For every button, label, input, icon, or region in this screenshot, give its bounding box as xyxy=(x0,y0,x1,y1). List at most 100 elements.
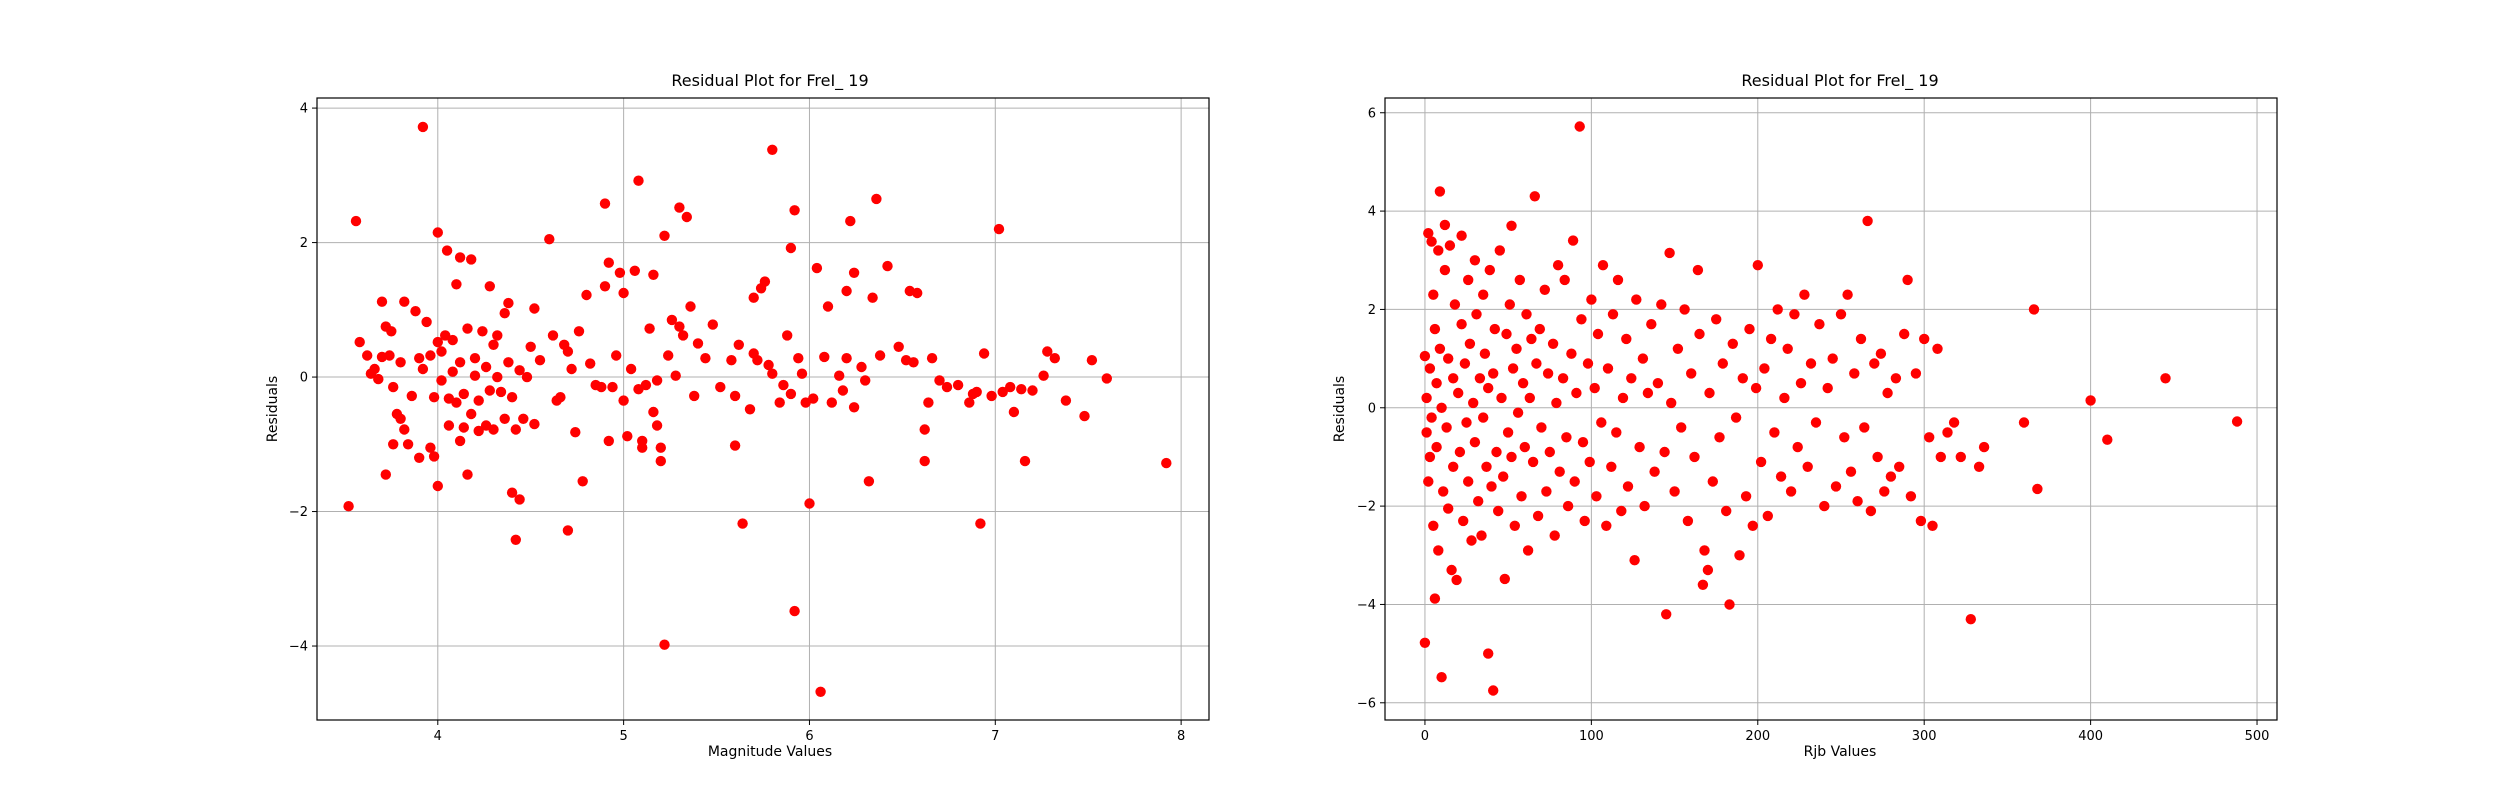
right-data-point xyxy=(1955,451,1967,463)
right-data-point xyxy=(1879,486,1890,497)
right-data-point xyxy=(1649,466,1660,477)
left-data-point xyxy=(547,330,559,341)
left-data-point xyxy=(440,330,451,341)
left-ticks: 4 5 6 7 8 −4 −2 0 2 4 xyxy=(289,102,1185,744)
right-data-point xyxy=(1802,461,1813,472)
right-data-point xyxy=(1750,382,1762,394)
right-data-point xyxy=(1869,358,1880,369)
right-data-point xyxy=(1451,574,1462,586)
right-data-point xyxy=(1664,247,1675,259)
left-data-point xyxy=(376,296,388,307)
left-data-point xyxy=(414,353,425,364)
right-data-point xyxy=(1444,240,1456,251)
right-data-point xyxy=(1436,672,1447,683)
right-data-point xyxy=(1484,264,1496,276)
left-data-point xyxy=(737,518,748,529)
right-data-point xyxy=(1652,378,1664,389)
right-data-point xyxy=(1899,328,1910,340)
right-data-point xyxy=(1819,500,1830,512)
right-data-point xyxy=(1448,373,1459,384)
right-x-tick-label: 500 xyxy=(2245,729,2270,744)
left-data-point xyxy=(417,121,429,133)
right-data-point xyxy=(1483,648,1494,659)
right-y-tick-label: −4 xyxy=(1357,598,1376,613)
right-data-point xyxy=(1541,486,1552,497)
left-data-point xyxy=(414,452,425,463)
left-data-point xyxy=(462,469,473,480)
right-data-point xyxy=(1463,274,1474,286)
left-data-point xyxy=(848,267,860,278)
right-data-point xyxy=(1890,373,1902,384)
left-data-point xyxy=(1161,457,1172,469)
left-data-point xyxy=(436,375,447,386)
left-data-point xyxy=(618,287,629,299)
left-data-point xyxy=(789,205,800,216)
left-data-point xyxy=(454,357,466,368)
right-data-point xyxy=(1539,284,1551,295)
right-data-point xyxy=(1542,368,1554,379)
right-data-point xyxy=(2028,304,2040,315)
left-data-point xyxy=(919,455,930,467)
right-data-point xyxy=(1782,343,1793,354)
left-data-point xyxy=(599,198,611,209)
left-data-point xyxy=(912,287,923,299)
left-data-point xyxy=(607,381,618,393)
left-data-point xyxy=(707,319,718,330)
left-x-tick-label: 5 xyxy=(619,729,627,744)
left-data-point xyxy=(492,371,503,383)
right-data-point xyxy=(1905,491,1917,502)
left-data-point xyxy=(402,439,414,450)
left-data-point xyxy=(674,321,685,332)
right-data-point xyxy=(1521,309,1532,320)
right-data-point xyxy=(1617,392,1629,404)
left-data-point xyxy=(510,424,521,435)
left-data-point xyxy=(432,480,443,492)
right-data-point xyxy=(1865,505,1877,517)
right-data-point xyxy=(1519,441,1531,453)
left-data-point xyxy=(521,371,533,383)
right-data-point xyxy=(1458,515,1469,527)
left-data-point xyxy=(648,406,659,418)
left-data-point xyxy=(484,281,495,292)
right-data-point xyxy=(1978,441,1990,453)
left-data-point xyxy=(373,373,384,385)
right-data-point xyxy=(1942,427,1953,438)
right-data-point xyxy=(1438,486,1449,497)
right-data-point xyxy=(1544,446,1556,458)
left-y-tick-label: −4 xyxy=(289,640,308,655)
right-data-point xyxy=(1872,451,1883,463)
left-residual-plot: Residual Plot for FreI_ 19 Magnitude Val… xyxy=(265,71,1210,760)
left-data-point xyxy=(871,193,882,205)
left-data-point xyxy=(488,339,499,350)
left-data-point xyxy=(1042,346,1053,357)
left-data-point xyxy=(997,386,1008,398)
left-data-point xyxy=(354,336,365,348)
left-data-point xyxy=(380,469,391,480)
right-data-point xyxy=(1557,373,1569,384)
left-data-point xyxy=(789,605,800,617)
right-data-point xyxy=(1875,348,1887,359)
right-y-tick-label: 2 xyxy=(1368,303,1376,318)
left-data-point xyxy=(566,363,577,375)
right-data-point xyxy=(1424,451,1436,463)
right-data-point xyxy=(1459,358,1471,369)
right-data-point xyxy=(1711,314,1722,325)
right-data-point xyxy=(1656,299,1667,310)
right-data-point xyxy=(1744,323,1755,335)
right-data-point xyxy=(1637,353,1649,364)
left-data-point xyxy=(603,435,614,447)
right-data-point xyxy=(1434,186,1446,197)
right-data-point xyxy=(1532,510,1544,522)
right-data-point xyxy=(1527,456,1539,468)
left-data-point xyxy=(473,425,484,437)
left-data-point xyxy=(819,351,830,363)
right-data-point xyxy=(1885,471,1897,482)
left-grid xyxy=(317,98,1209,720)
left-x-tick-label: 6 xyxy=(805,729,813,744)
left-data-point xyxy=(399,296,410,307)
left-data-point xyxy=(952,379,964,391)
left-data-point xyxy=(462,323,473,334)
right-data-point xyxy=(1827,353,1838,364)
left-data-point xyxy=(1038,370,1049,381)
left-data-point xyxy=(759,276,771,287)
